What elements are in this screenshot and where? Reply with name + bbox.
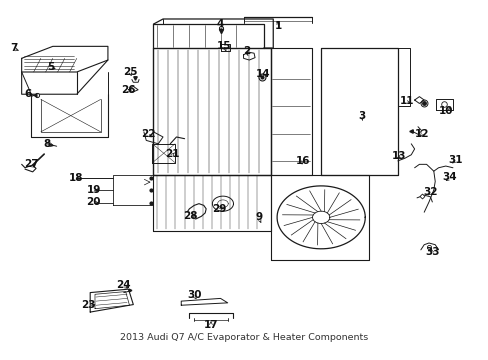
Text: 10: 10: [438, 106, 452, 116]
Text: 4: 4: [216, 19, 224, 29]
Text: 11: 11: [399, 96, 414, 106]
Text: 16: 16: [295, 156, 309, 166]
Text: 21: 21: [165, 149, 180, 159]
Text: 28: 28: [183, 211, 198, 221]
Text: 26: 26: [121, 85, 136, 95]
Text: 24: 24: [116, 280, 131, 290]
Text: 32: 32: [422, 188, 437, 197]
Text: 2: 2: [243, 46, 250, 57]
Text: 8: 8: [43, 139, 51, 149]
Text: 27: 27: [24, 159, 39, 169]
Text: 15: 15: [217, 41, 231, 51]
Text: 3: 3: [358, 112, 365, 121]
Text: 14: 14: [255, 69, 269, 79]
Text: 22: 22: [141, 129, 156, 139]
Text: 1: 1: [274, 21, 281, 31]
Text: 33: 33: [424, 247, 439, 257]
Text: 6: 6: [24, 89, 31, 99]
Text: 19: 19: [86, 185, 101, 195]
Text: 29: 29: [212, 204, 226, 215]
Text: 12: 12: [414, 129, 428, 139]
Text: 34: 34: [441, 172, 456, 182]
Text: 9: 9: [255, 212, 262, 222]
Text: 31: 31: [447, 155, 462, 165]
Text: 5: 5: [47, 62, 54, 72]
Text: 20: 20: [86, 197, 101, 207]
Text: 30: 30: [186, 290, 201, 300]
Text: 25: 25: [123, 67, 138, 77]
Text: 23: 23: [81, 300, 96, 310]
Text: 7: 7: [10, 43, 17, 53]
Text: 18: 18: [68, 173, 83, 183]
Text: 2013 Audi Q7 A/C Evaporator & Heater Components: 2013 Audi Q7 A/C Evaporator & Heater Com…: [120, 333, 368, 342]
Text: 17: 17: [203, 320, 218, 330]
Text: 13: 13: [391, 151, 405, 161]
